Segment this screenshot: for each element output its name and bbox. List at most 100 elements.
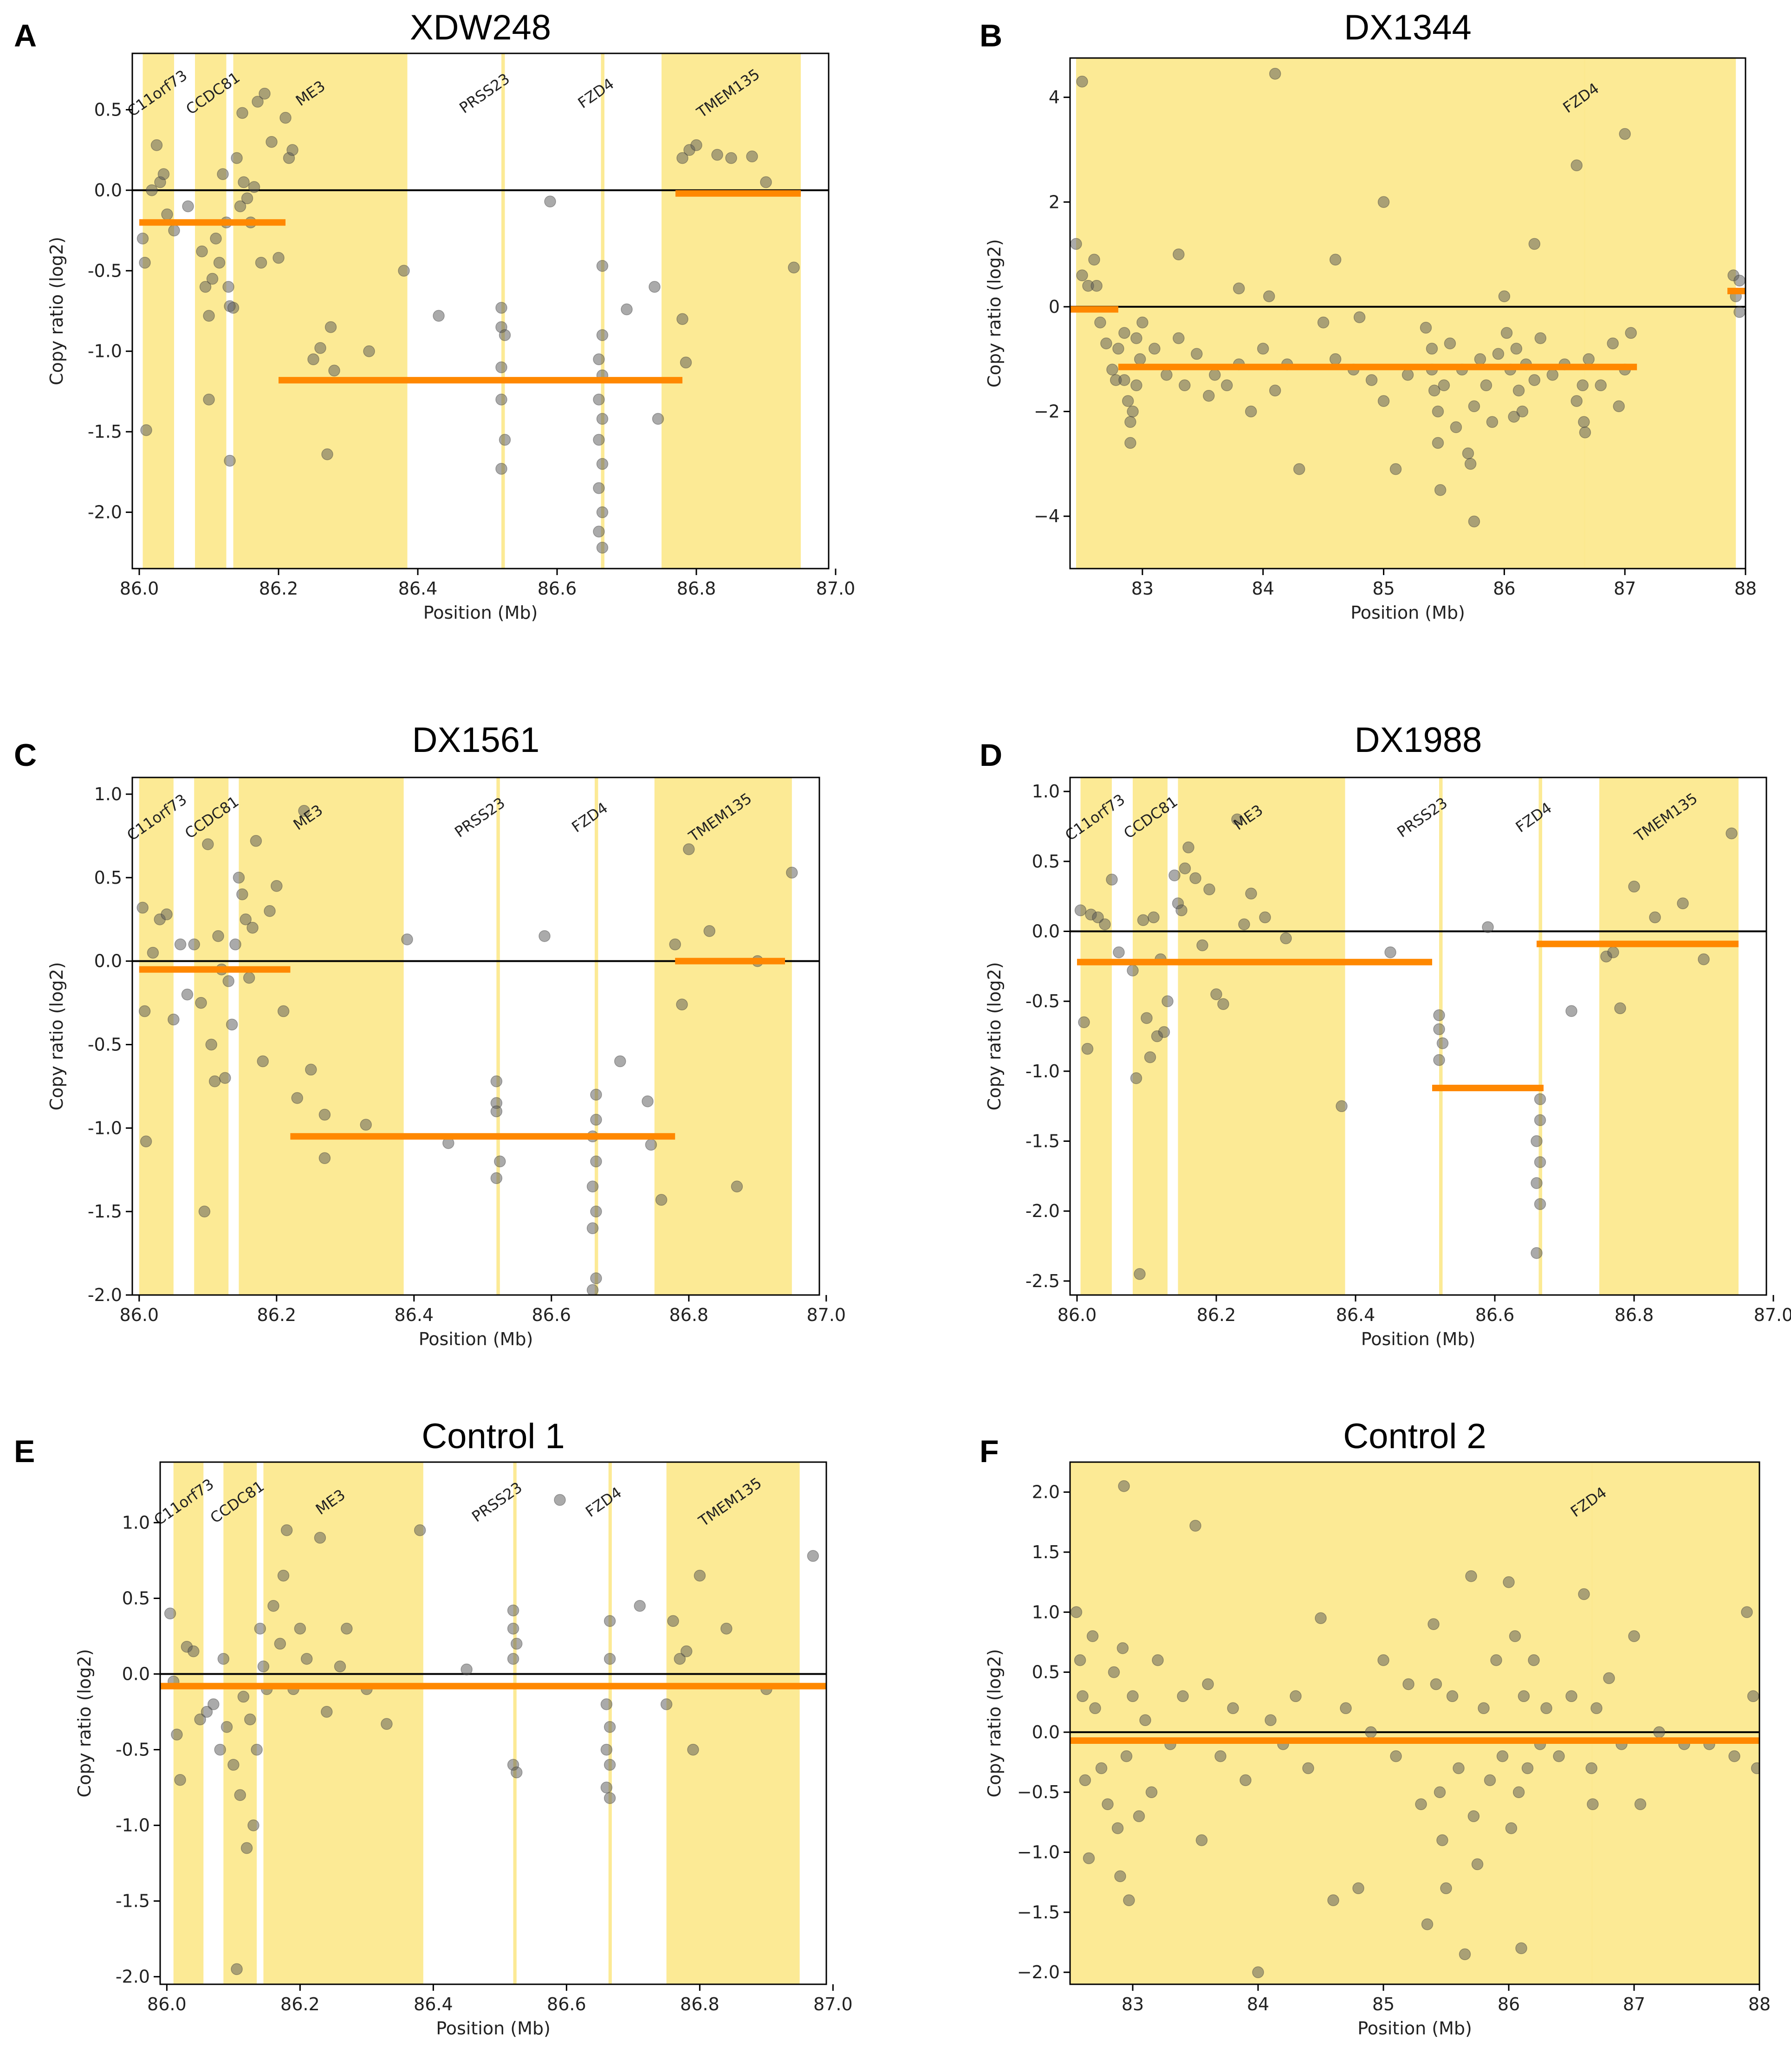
data-point: [645, 1139, 657, 1151]
data-point: [321, 1706, 333, 1718]
data-point: [1076, 269, 1088, 281]
data-point: [1269, 384, 1281, 397]
data-point: [1570, 159, 1583, 172]
panel-letter: D: [980, 738, 1002, 773]
data-point: [490, 1105, 503, 1118]
data-point: [586, 1180, 599, 1192]
y-tick-label: 0: [1049, 297, 1060, 317]
data-point: [1747, 1690, 1759, 1703]
x-tick-label: 86.2: [259, 578, 298, 599]
plot-inner: [1070, 58, 1746, 569]
data-point: [1280, 932, 1292, 945]
data-point: [1124, 437, 1136, 449]
data-point: [314, 1532, 326, 1544]
data-point: [203, 310, 215, 322]
data-point: [494, 1155, 506, 1168]
data-point: [1628, 1630, 1640, 1642]
chart-title: XDW248: [410, 8, 551, 47]
data-point: [280, 1524, 293, 1536]
data-point: [136, 901, 149, 914]
x-tick-label: 83: [1122, 1994, 1144, 2014]
data-point: [1095, 1762, 1108, 1774]
x-tick-label: 86.0: [120, 578, 159, 599]
y-tick-label: 1.0: [1032, 1602, 1060, 1622]
x-tick-label: 86: [1498, 1994, 1520, 2014]
plot-frame: [131, 52, 830, 570]
data-point: [1603, 1672, 1615, 1684]
data-point: [1269, 68, 1281, 80]
data-point: [1088, 253, 1100, 266]
data-point: [318, 1152, 331, 1164]
data-point: [1426, 343, 1438, 355]
data-point: [1089, 1702, 1101, 1714]
data-point: [248, 181, 260, 193]
gene-region: [1591, 1462, 1593, 1984]
data-point: [1111, 1822, 1124, 1834]
data-point: [196, 245, 208, 258]
data-point: [1118, 374, 1130, 386]
data-point: [1127, 1690, 1139, 1703]
data-point: [596, 542, 609, 554]
x-tick-label: 83: [1131, 578, 1154, 599]
data-point: [305, 1063, 317, 1076]
data-point: [1070, 1606, 1083, 1619]
gene-region: [1439, 777, 1443, 1295]
data-point: [674, 1653, 686, 1665]
data-point: [1340, 1702, 1352, 1714]
data-point: [593, 434, 605, 446]
data-point: [222, 975, 234, 987]
x-tick-label: 87.0: [813, 1994, 853, 2014]
data-point: [680, 356, 692, 369]
data-point: [1595, 379, 1607, 391]
data-point: [603, 1615, 616, 1627]
data-point: [1090, 280, 1103, 292]
data-point: [1130, 1072, 1142, 1084]
plot-inner: [1070, 777, 1766, 1295]
x-tick-label: 86.0: [147, 1994, 187, 2014]
x-tick-label: 86.4: [1336, 1305, 1376, 1325]
data-point: [1214, 1750, 1226, 1762]
data-point: [1428, 384, 1441, 397]
data-point: [271, 880, 283, 892]
data-point: [139, 257, 151, 269]
data-point: [1741, 1606, 1753, 1619]
data-point: [655, 1194, 668, 1206]
data-point: [208, 1698, 220, 1710]
y-tick-label: 0.5: [1032, 1662, 1060, 1683]
data-point: [1515, 1942, 1527, 1955]
data-point: [1433, 1054, 1445, 1066]
data-point: [1733, 274, 1746, 287]
data-point: [360, 1119, 372, 1131]
data-point: [1468, 515, 1480, 528]
data-point: [1196, 939, 1208, 952]
x-tick-label: 88: [1734, 578, 1757, 599]
y-tick-label: 0.0: [122, 1664, 150, 1684]
data-point: [398, 265, 410, 277]
data-point: [147, 946, 159, 959]
y-tick-label: −1.0: [1017, 1842, 1060, 1863]
data-point: [1565, 1005, 1577, 1017]
data-point: [694, 1569, 706, 1582]
gene-region: [233, 53, 408, 569]
x-tick-label: 87: [1614, 578, 1636, 599]
data-point: [1546, 369, 1559, 381]
data-point: [1210, 988, 1222, 1000]
data-point: [642, 1095, 654, 1107]
y-tick-label: 1.5: [1032, 1542, 1060, 1562]
data-point: [298, 805, 310, 817]
data-point: [1074, 1654, 1086, 1666]
data-point: [1329, 353, 1342, 365]
data-point: [1430, 1678, 1442, 1690]
data-point: [1585, 1762, 1597, 1774]
gene-region: [1070, 1462, 1759, 1984]
data-point: [1265, 1714, 1277, 1726]
data-point: [1402, 1678, 1415, 1690]
y-tick-label: -1.5: [1025, 1131, 1060, 1152]
gene-region: [662, 53, 801, 569]
data-point: [603, 1792, 616, 1804]
data-point: [1450, 421, 1462, 434]
data-point: [676, 313, 688, 325]
data-point: [231, 1963, 243, 1975]
data-point: [593, 394, 605, 406]
